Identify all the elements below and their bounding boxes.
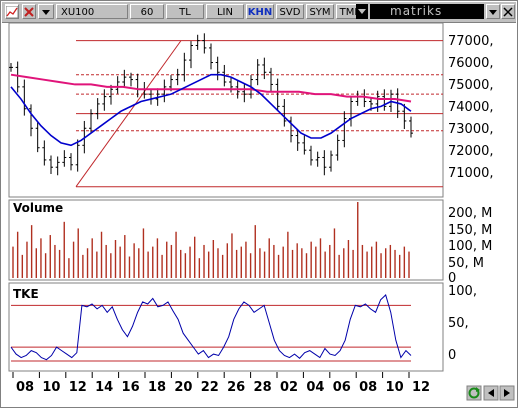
scale-button[interactable]: LIN [206, 4, 244, 19]
price-tick: 75000, [448, 78, 494, 93]
scroll-right-icon[interactable] [499, 385, 515, 401]
price-tick: 77000, [448, 34, 494, 49]
volume-tick: 50, M [448, 256, 484, 271]
volume-tick: 150, M [448, 223, 492, 238]
price-tick: 71000, [448, 166, 494, 181]
volume-tick: 0 [448, 271, 456, 286]
chart-settings-icon[interactable] [5, 4, 19, 19]
x-tick-label: 02 [280, 380, 298, 395]
x-tick-label: 10 [386, 380, 404, 395]
x-axis: 08 10 12 14 16 18 20 22 26 28 02 04 06 08 10 12 [12, 372, 430, 395]
trend-line [75, 40, 182, 187]
long-moving-average [10, 73, 412, 103]
x-tick-label: 14 [95, 380, 113, 395]
x-tick-label: 08 [359, 380, 377, 395]
x-tick-label: 22 [201, 380, 219, 395]
symbol-dropdown-icon[interactable] [38, 4, 54, 19]
scroll-left-icon[interactable] [483, 385, 499, 401]
chart-mode-button[interactable]: KHN [246, 4, 274, 19]
tmp-dropdown-icon[interactable] [356, 4, 368, 19]
tke-tick: 100, [448, 284, 477, 299]
price-tick: 74000, [448, 100, 494, 115]
x-tick-label: 12 [412, 380, 430, 395]
x-tick-label: 18 [148, 380, 166, 395]
chart-area: 77000, 76000, 75000, 74000, 73000, 72000… [8, 22, 515, 404]
svd-button[interactable]: SVD [276, 4, 304, 19]
volume-title: Volume [13, 201, 63, 215]
tke-line [10, 294, 412, 361]
tke-layer [10, 294, 412, 362]
volume-tick: 200, M [448, 206, 492, 221]
price-y-axis: 77000, 76000, 75000, 74000, 73000, 72000… [448, 34, 494, 181]
symbol-field[interactable]: XU100 [56, 4, 128, 19]
x-tick-label: 20 [174, 380, 192, 395]
close-icon[interactable] [501, 4, 515, 19]
x-tick-label: 10 [42, 380, 60, 395]
currency-button[interactable]: TL [166, 4, 204, 19]
x-tick-label: 28 [254, 380, 272, 395]
sym-button[interactable]: SYM [306, 4, 334, 19]
y-axis-area [445, 23, 515, 371]
volume-layer [12, 202, 410, 278]
volume-tick: 100, M [448, 239, 492, 254]
toolbar: XU100 60 TL LIN KHN SVD SYM TMP matriks [2, 2, 516, 23]
x-tick-label: 26 [227, 380, 245, 395]
x-tick-label: 12 [69, 380, 87, 395]
short-moving-average [10, 73, 412, 147]
close-chart-icon[interactable] [22, 4, 36, 19]
tke-tick: 0 [448, 348, 456, 363]
volume-panel [8, 199, 444, 281]
period-button[interactable]: 60 [130, 4, 164, 19]
tke-y-axis: 100, 50, 0 [448, 284, 477, 363]
price-tick: 76000, [448, 56, 494, 71]
x-tick-label: 08 [16, 380, 34, 395]
x-tick-label: 06 [333, 380, 351, 395]
x-axis-area [9, 374, 515, 404]
x-tick-label: 04 [306, 380, 324, 395]
tke-panel [8, 282, 444, 372]
volume-y-axis: 200, M 150, M 100, M 50, M 0 [448, 206, 492, 286]
minimize-icon[interactable] [486, 4, 500, 19]
x-tick-label: 16 [122, 380, 140, 395]
brand-logo: matriks [370, 4, 484, 19]
price-tick: 72000, [448, 144, 494, 159]
price-tick: 73000, [448, 122, 494, 137]
price-layer [9, 33, 443, 188]
tke-tick: 50, [448, 316, 469, 331]
refresh-icon[interactable] [466, 385, 482, 401]
tke-title: TKE [13, 287, 39, 301]
